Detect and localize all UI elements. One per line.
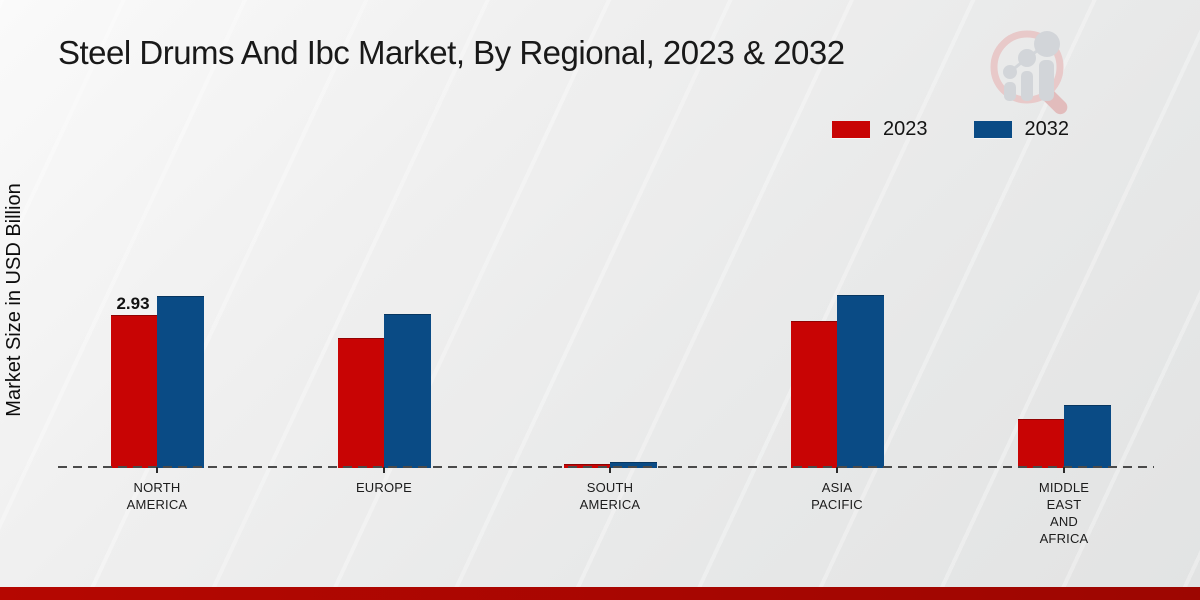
x-axis-baseline (58, 466, 1154, 468)
legend-item-2032: 2032 (973, 118, 1070, 141)
x-axis-tick (836, 467, 838, 473)
magnifier-bar-chart-logo-icon (990, 30, 1068, 115)
bar-value-label: 2.93 (116, 294, 150, 313)
legend-label-2023: 2023 (883, 118, 928, 140)
chart-title: Steel Drums And Ibc Market, By Regional,… (58, 34, 845, 71)
x-axis-tick (383, 467, 385, 473)
bar-2023-asia-pacific (791, 321, 837, 468)
y-axis-label: Market Size in USD Billion (3, 183, 25, 417)
legend-swatch-2023 (832, 121, 870, 138)
x-axis-tick (609, 467, 611, 473)
legend-swatch-2032 (973, 121, 1012, 138)
x-axis-tick (1063, 467, 1065, 473)
bar-2023-middle-east-and-africa (1018, 419, 1064, 468)
bar-2032-europe (384, 314, 431, 468)
legend-label-2032: 2032 (1024, 118, 1070, 140)
category-label-north-america: NORTH AMERICA (126, 480, 188, 512)
bar-2023-north-america (111, 315, 157, 468)
x-axis-tick (156, 467, 158, 473)
bar-2032-north-america (157, 296, 204, 468)
legend: 2023 2032 (832, 118, 1069, 141)
bar-2032-middle-east-and-africa (1064, 405, 1111, 468)
category-label-middle-east-and-africa: MIDDLE EAST AND AFRICA (1038, 480, 1090, 546)
bar-2032-south-america (610, 462, 657, 468)
bottom-red-strip (0, 587, 1200, 600)
category-label-south-america: SOUTH AMERICA (579, 480, 641, 512)
bar-2032-asia-pacific (837, 295, 884, 468)
bar-2023-europe (338, 338, 384, 468)
category-label-europe: EUROPE (355, 480, 413, 495)
category-label-asia-pacific: ASIA PACIFIC (811, 480, 863, 512)
legend-item-2023: 2023 (832, 118, 928, 141)
